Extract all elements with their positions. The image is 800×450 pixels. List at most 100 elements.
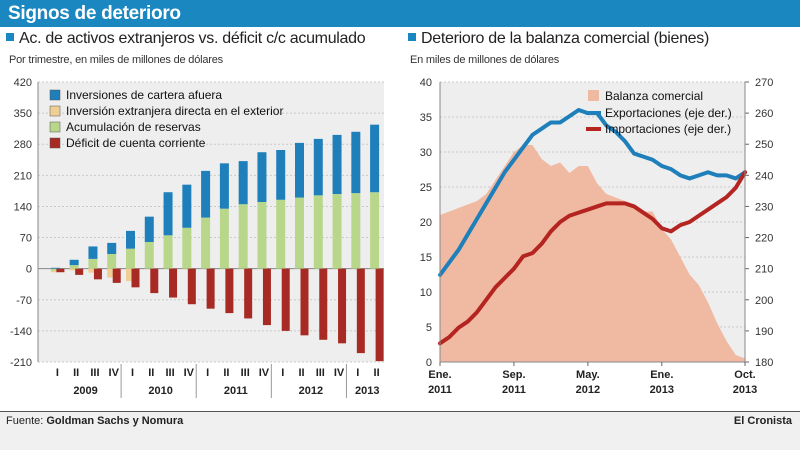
- y-left-tick-label: 15: [420, 252, 432, 264]
- x-year-label: 2012: [576, 384, 600, 396]
- x-year-label: 2010: [148, 385, 172, 397]
- x-tick-label: II: [374, 367, 380, 379]
- trade-balance-chart: 40 35 30 25 20 15 10 5 0 270 260 250 240 230 220 210 200…: [420, 77, 774, 396]
- y-tick-label: 350: [14, 108, 32, 120]
- x-year-label: 2011: [224, 385, 248, 397]
- title-bar: [0, 0, 800, 27]
- legend-label: Balanza comercial: [605, 89, 703, 103]
- bar-portfolio: [313, 138, 323, 196]
- bar-portfolio: [163, 192, 173, 236]
- bar-current-account-deficit: [150, 268, 159, 294]
- x-tick-label: III: [241, 367, 250, 379]
- bar-portfolio: [182, 184, 192, 228]
- right-chart-title: Deterioro de la balanza comercial (biene…: [421, 30, 709, 47]
- bar-portfolio: [370, 124, 380, 193]
- bar-current-account-deficit: [187, 268, 196, 305]
- bar-reserves: [88, 258, 98, 269]
- y-left-tick-label: 10: [420, 287, 432, 299]
- y-tick-label: 0: [26, 264, 32, 276]
- x-tick-label: IV: [184, 367, 195, 379]
- x-year-label: 2011: [502, 384, 526, 396]
- bar-reserves: [107, 254, 117, 269]
- bar-current-account-deficit: [225, 268, 234, 314]
- y-tick-label: 210: [14, 170, 32, 182]
- bar-fdi-abroad: [107, 268, 117, 278]
- bar-fdi-abroad: [88, 268, 98, 273]
- legend-label: Importaciones (eje der.): [605, 122, 731, 136]
- bar-portfolio: [144, 216, 154, 242]
- x-tick-label: May.: [576, 369, 600, 381]
- y-tick-label: 140: [14, 201, 32, 213]
- x-year-label: 2013: [650, 384, 674, 396]
- x-tick-label: Oct.: [734, 369, 755, 381]
- title-bullet-icon: [6, 33, 14, 41]
- y-tick-label: 70: [20, 233, 32, 245]
- bar-current-account-deficit: [300, 268, 309, 336]
- left-chart-subtitle: Por trimestre, en miles de millones de d…: [9, 54, 223, 66]
- y-right-tick-label: 270: [755, 77, 773, 89]
- y-left-tick-label: 0: [426, 357, 432, 369]
- bar-reserves: [144, 242, 154, 269]
- y-right-tick-label: 240: [755, 170, 773, 182]
- y-tick-label: -210: [10, 357, 32, 369]
- x-tick-label: II: [148, 367, 154, 379]
- x-tick-label: IV: [109, 367, 120, 379]
- y-right-tick-label: 250: [755, 139, 773, 151]
- bar-reserves: [295, 197, 304, 269]
- bar-portfolio: [107, 242, 117, 254]
- x-tick-label: II: [73, 367, 79, 379]
- legend-label: Déficit de cuenta corriente: [66, 136, 206, 150]
- bar-current-account-deficit: [112, 268, 121, 283]
- x-year-label: 2013: [733, 384, 757, 396]
- title-bullet-icon: [408, 33, 416, 41]
- x-tick-label: IV: [334, 367, 345, 379]
- legend-label: Inversión extranjera directa en el exter…: [66, 104, 283, 118]
- bar-reserves: [238, 204, 248, 269]
- x-tick-label: I: [356, 367, 359, 379]
- y-right-tick-label: 190: [755, 326, 773, 338]
- bar-reserves: [50, 268, 60, 271]
- x-year-label: 2012: [299, 385, 323, 397]
- y-tick-label: 420: [14, 77, 32, 89]
- bar-current-account-deficit: [281, 268, 290, 331]
- bar-reserves: [201, 217, 211, 269]
- bar-portfolio: [332, 134, 342, 194]
- source-note: Fuente: Goldman Sachs y Nomura: [6, 415, 183, 427]
- bar-current-account-deficit: [244, 268, 253, 319]
- x-tick-label: III: [316, 367, 325, 379]
- x-tick-label: Ene.: [650, 369, 673, 381]
- x-tick-label: II: [223, 367, 229, 379]
- bar-current-account-deficit: [338, 268, 347, 344]
- source-label: Fuente:: [6, 415, 44, 427]
- legend-swatch: [49, 105, 61, 117]
- y-left-tick-label: 20: [420, 217, 432, 229]
- y-tick-label: -70: [16, 295, 32, 307]
- bar-reserves: [332, 194, 342, 269]
- bar-reserves: [182, 227, 192, 269]
- source-name: Goldman Sachs y Nomura: [46, 415, 184, 427]
- legend-swatch: [49, 121, 61, 133]
- bar-portfolio: [219, 163, 229, 209]
- bar-current-account-deficit: [93, 268, 102, 280]
- bar-reserves: [257, 202, 267, 269]
- y-right-tick-label: 230: [755, 201, 773, 213]
- bar-reserves: [69, 265, 79, 269]
- y-right-tick-label: 220: [755, 233, 773, 245]
- bar-current-account-deficit: [75, 268, 84, 275]
- bar-portfolio: [88, 246, 98, 259]
- bar-portfolio: [238, 161, 248, 205]
- bar-fdi-abroad: [69, 268, 79, 271]
- bar-portfolio: [351, 131, 361, 194]
- left-chart-title: Ac. de activos extranjeros vs. déficit c…: [19, 30, 366, 47]
- bar-reserves: [219, 208, 229, 269]
- bar-fdi-abroad: [126, 268, 135, 282]
- y-right-tick-label: 180: [755, 357, 773, 369]
- bar-portfolio: [257, 152, 267, 202]
- x-tick-label: III: [90, 367, 99, 379]
- bar-portfolio: [126, 230, 135, 249]
- bar-current-account-deficit: [131, 268, 140, 288]
- x-tick-label: I: [56, 367, 59, 379]
- y-left-tick-label: 5: [426, 322, 432, 334]
- x-tick-label: III: [165, 367, 174, 379]
